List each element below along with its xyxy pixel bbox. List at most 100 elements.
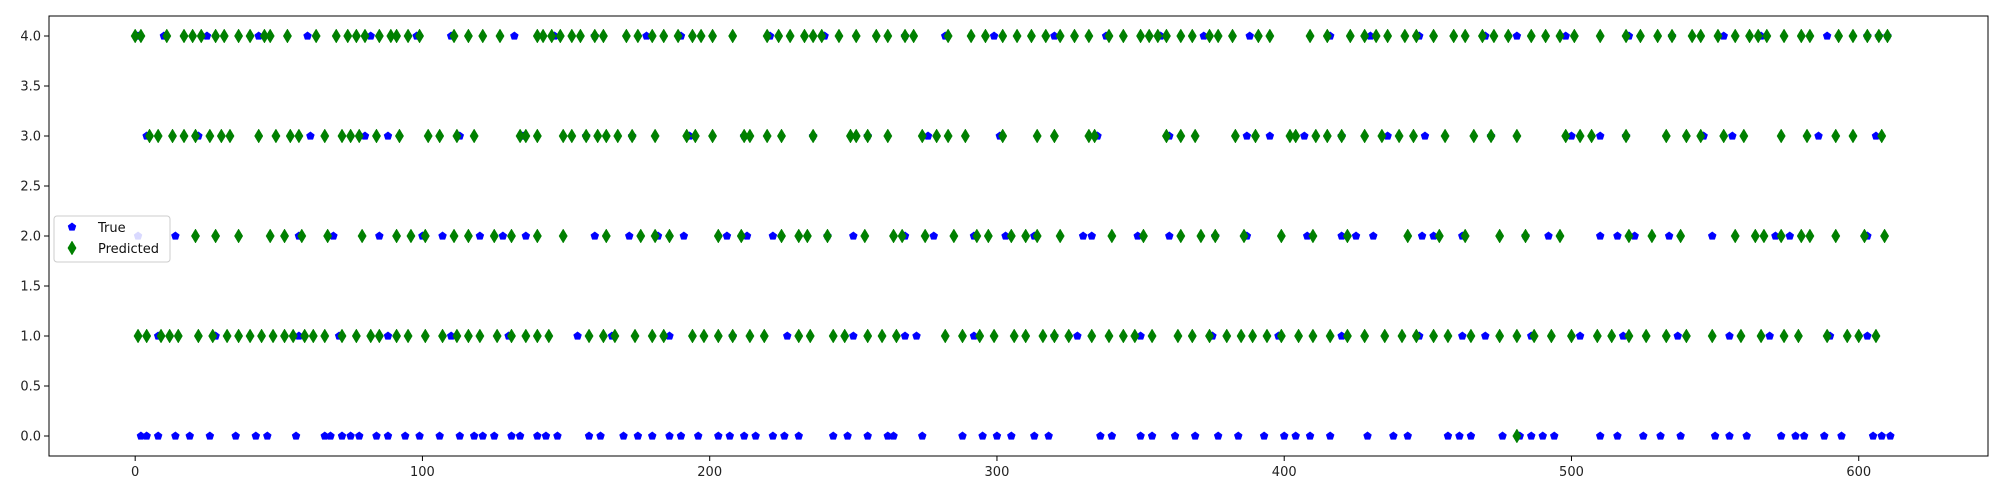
data-point-predicted	[1187, 28, 1197, 44]
data-point-predicted	[532, 328, 542, 344]
data-point-true	[849, 231, 858, 240]
data-point-predicted	[1566, 328, 1576, 344]
data-point-predicted	[1621, 28, 1631, 44]
data-point-true	[782, 331, 792, 340]
data-point-predicted	[234, 228, 244, 244]
data-point-true	[1822, 31, 1832, 40]
data-point-true	[469, 431, 479, 440]
data-point-true	[989, 31, 999, 40]
data-point-predicted	[1411, 328, 1421, 344]
data-point-predicted	[1153, 28, 1163, 44]
data-point-true	[1403, 431, 1413, 440]
data-point-true	[1291, 431, 1300, 440]
data-point-predicted	[1064, 328, 1074, 344]
data-point-predicted	[506, 228, 516, 244]
y-tick-label: 1.0	[20, 330, 41, 345]
data-point-predicted	[1032, 228, 1042, 244]
data-point-predicted	[188, 28, 198, 44]
data-point-predicted	[1440, 128, 1450, 144]
data-point-predicted	[897, 228, 907, 244]
data-point-predicted	[475, 328, 485, 344]
data-point-predicted	[1038, 328, 1048, 344]
data-point-predicted	[403, 328, 413, 344]
data-point-true	[900, 331, 910, 340]
data-point-predicted	[883, 28, 893, 44]
data-point-predicted	[1460, 28, 1470, 44]
data-point-predicted	[205, 128, 215, 144]
data-point-predicted	[478, 28, 488, 44]
data-point-true	[665, 431, 674, 440]
data-point-true	[205, 431, 215, 440]
data-point-true	[185, 431, 195, 440]
data-point-true	[498, 231, 508, 240]
data-point-predicted	[567, 28, 577, 44]
data-point-predicted	[708, 28, 718, 44]
data-point-true	[590, 231, 600, 240]
data-point-true	[1512, 31, 1522, 40]
data-point-predicted	[191, 228, 200, 244]
data-point-predicted	[193, 328, 203, 344]
data-point-predicted	[598, 328, 608, 344]
data-point-predicted	[1793, 328, 1803, 344]
data-point-predicted	[943, 28, 953, 44]
data-point-predicted	[920, 228, 930, 244]
data-point-predicted	[463, 28, 473, 44]
data-point-predicted	[802, 228, 812, 244]
data-point-predicted	[1859, 228, 1869, 244]
data-point-predicted	[521, 128, 531, 144]
data-point-predicted	[1342, 228, 1352, 244]
data-point-predicted	[300, 328, 310, 344]
data-point-predicted	[558, 228, 568, 244]
data-point-predicted	[420, 328, 430, 344]
data-point-true	[1656, 431, 1665, 440]
data-point-predicted	[633, 28, 643, 44]
legend-label-true: True	[97, 221, 126, 236]
data-point-predicted	[1130, 328, 1140, 344]
data-point-predicted	[216, 128, 226, 144]
data-point-true	[372, 431, 381, 440]
data-point-predicted	[1561, 128, 1571, 144]
data-point-predicted	[225, 128, 235, 144]
data-point-predicted	[785, 28, 795, 44]
data-point-predicted	[219, 28, 229, 44]
data-point-predicted	[1624, 328, 1634, 344]
data-point-predicted	[1400, 28, 1410, 44]
data-point-predicted	[972, 228, 982, 244]
data-point-true	[1526, 431, 1536, 440]
data-point-predicted	[1222, 328, 1232, 344]
data-point-true	[679, 231, 689, 240]
data-point-predicted	[567, 128, 577, 144]
data-point-predicted	[343, 28, 353, 44]
data-point-predicted	[1337, 128, 1347, 144]
data-point-predicted	[1469, 128, 1479, 144]
data-point-true	[768, 231, 778, 240]
data-point-predicted	[1026, 28, 1036, 44]
data-point-predicted	[1205, 28, 1215, 44]
data-point-predicted	[759, 328, 769, 344]
data-point-predicted	[1848, 128, 1858, 144]
x-tick-label: 200	[697, 465, 722, 480]
data-point-predicted	[1360, 28, 1370, 44]
data-point-true	[1868, 431, 1878, 440]
data-point-true	[992, 431, 1002, 440]
data-point-true	[541, 431, 551, 440]
data-point-true	[438, 231, 447, 240]
data-point-true	[1147, 431, 1157, 440]
data-point-true	[780, 431, 789, 440]
data-point-true	[1481, 331, 1490, 340]
data-point-true	[1549, 431, 1559, 440]
data-point-predicted	[1087, 328, 1097, 344]
data-point-predicted	[320, 128, 330, 144]
data-point-predicted	[435, 128, 445, 144]
data-point-predicted	[423, 128, 433, 144]
data-point-true	[917, 431, 927, 440]
data-point-predicted	[1070, 28, 1080, 44]
data-point-predicted	[1322, 128, 1332, 144]
data-point-predicted	[989, 328, 999, 344]
data-point-predicted	[1460, 228, 1470, 244]
data-point-true	[863, 431, 872, 440]
data-point-predicted	[1176, 228, 1186, 244]
data-point-predicted	[863, 128, 873, 144]
data-point-predicted	[1308, 328, 1318, 344]
data-point-true	[231, 431, 241, 440]
